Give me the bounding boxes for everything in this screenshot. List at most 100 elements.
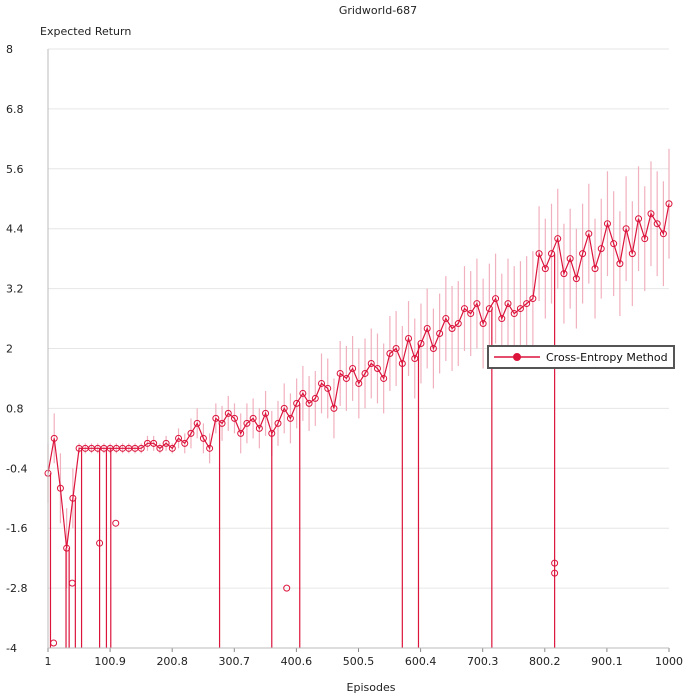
data-point	[50, 434, 58, 442]
data-point	[342, 374, 350, 382]
y-tick-label: 3.2	[6, 283, 24, 296]
data-point	[665, 200, 673, 208]
data-point	[224, 409, 232, 417]
x-tick-label: 300.7	[219, 655, 251, 668]
data-point	[349, 364, 357, 372]
data-point	[485, 305, 493, 313]
data-point	[411, 354, 419, 362]
data-point	[69, 494, 77, 502]
y-tick-label: 2	[6, 343, 13, 356]
data-point	[597, 245, 605, 253]
data-point	[448, 325, 456, 333]
legend-box	[487, 345, 675, 369]
data-point	[436, 330, 444, 338]
legend: Cross-Entropy Method	[487, 345, 675, 369]
data-point	[318, 379, 326, 387]
data-point	[330, 404, 338, 412]
data-point	[255, 424, 263, 432]
data-point	[641, 235, 649, 243]
data-point	[367, 359, 375, 367]
data-point	[541, 265, 549, 273]
data-point	[187, 429, 195, 437]
data-point	[510, 310, 518, 318]
outlier-point	[96, 539, 104, 547]
tick-labels: 8 6.8 5.6 4.4 3.2 2 0.8 -0.4 -1.6 -2.8 -4 1 100.9 200…	[6, 43, 683, 668]
x-tick-label: 200.8	[156, 655, 188, 668]
data-point	[311, 394, 319, 402]
data-point	[548, 250, 556, 258]
data-point	[280, 404, 288, 412]
data-point	[206, 444, 214, 452]
legend-label: Cross-Entropy Method	[546, 351, 668, 364]
data-point	[355, 379, 363, 387]
data-point	[398, 359, 406, 367]
y-tick-label: 8	[6, 43, 13, 56]
data-point	[199, 434, 207, 442]
data-point	[181, 439, 189, 447]
data-point	[535, 250, 543, 258]
data-point	[156, 444, 164, 452]
data-point	[168, 444, 176, 452]
legend-marker-swatch	[513, 353, 521, 361]
data-point	[610, 240, 618, 248]
outlier-point	[551, 569, 559, 577]
data-point	[405, 335, 413, 343]
data-point	[479, 320, 487, 328]
data-point	[212, 414, 220, 422]
data-point	[603, 220, 611, 228]
data-point	[498, 315, 506, 323]
data-point	[492, 295, 500, 303]
data-point	[137, 444, 145, 452]
data-point	[635, 215, 643, 223]
x-tick-label: 400.6	[281, 655, 313, 668]
y-tick-label: 5.6	[6, 163, 24, 176]
outlier-point	[50, 639, 58, 647]
data-point	[243, 419, 251, 427]
data-point	[504, 300, 512, 308]
x-tick-label: 800.2	[529, 655, 561, 668]
chart-title: Gridworld-687	[339, 4, 417, 17]
data-point	[262, 409, 270, 417]
data-point	[523, 300, 531, 308]
series-markers	[44, 200, 673, 647]
outlier-point	[68, 579, 76, 587]
y-axis-title: Expected Return	[40, 25, 131, 38]
data-point	[175, 434, 183, 442]
data-point	[324, 384, 332, 392]
y-tick-label: 0.8	[6, 402, 24, 415]
y-tick-label: -0.4	[6, 462, 27, 475]
y-tick-label: -4	[6, 642, 17, 655]
data-point	[554, 235, 562, 243]
data-point	[56, 484, 64, 492]
x-axis-title: Episodes	[347, 681, 396, 694]
data-point	[63, 544, 71, 552]
data-point	[150, 439, 158, 447]
axes	[47, 49, 670, 652]
outlier-point	[112, 519, 120, 527]
data-point	[653, 220, 661, 228]
data-point	[237, 429, 245, 437]
data-point	[467, 310, 475, 318]
data-point	[560, 270, 568, 278]
data-point	[268, 429, 276, 437]
x-tick-label: 700.3	[467, 655, 499, 668]
x-tick-label: 1	[45, 655, 52, 668]
data-point	[423, 325, 431, 333]
data-point	[299, 389, 307, 397]
data-point	[373, 364, 381, 372]
outlier-point	[551, 559, 559, 567]
data-point	[392, 345, 400, 352]
x-tick-label: 900.1	[591, 655, 623, 668]
data-point	[162, 439, 170, 447]
data-point	[566, 255, 574, 263]
data-point	[585, 230, 593, 238]
data-point	[336, 369, 344, 377]
x-tick-label: 1000	[655, 655, 683, 668]
data-point	[361, 369, 369, 377]
data-point	[249, 414, 257, 422]
data-point	[218, 419, 226, 427]
data-point	[429, 345, 437, 352]
outlier-point	[283, 584, 291, 592]
